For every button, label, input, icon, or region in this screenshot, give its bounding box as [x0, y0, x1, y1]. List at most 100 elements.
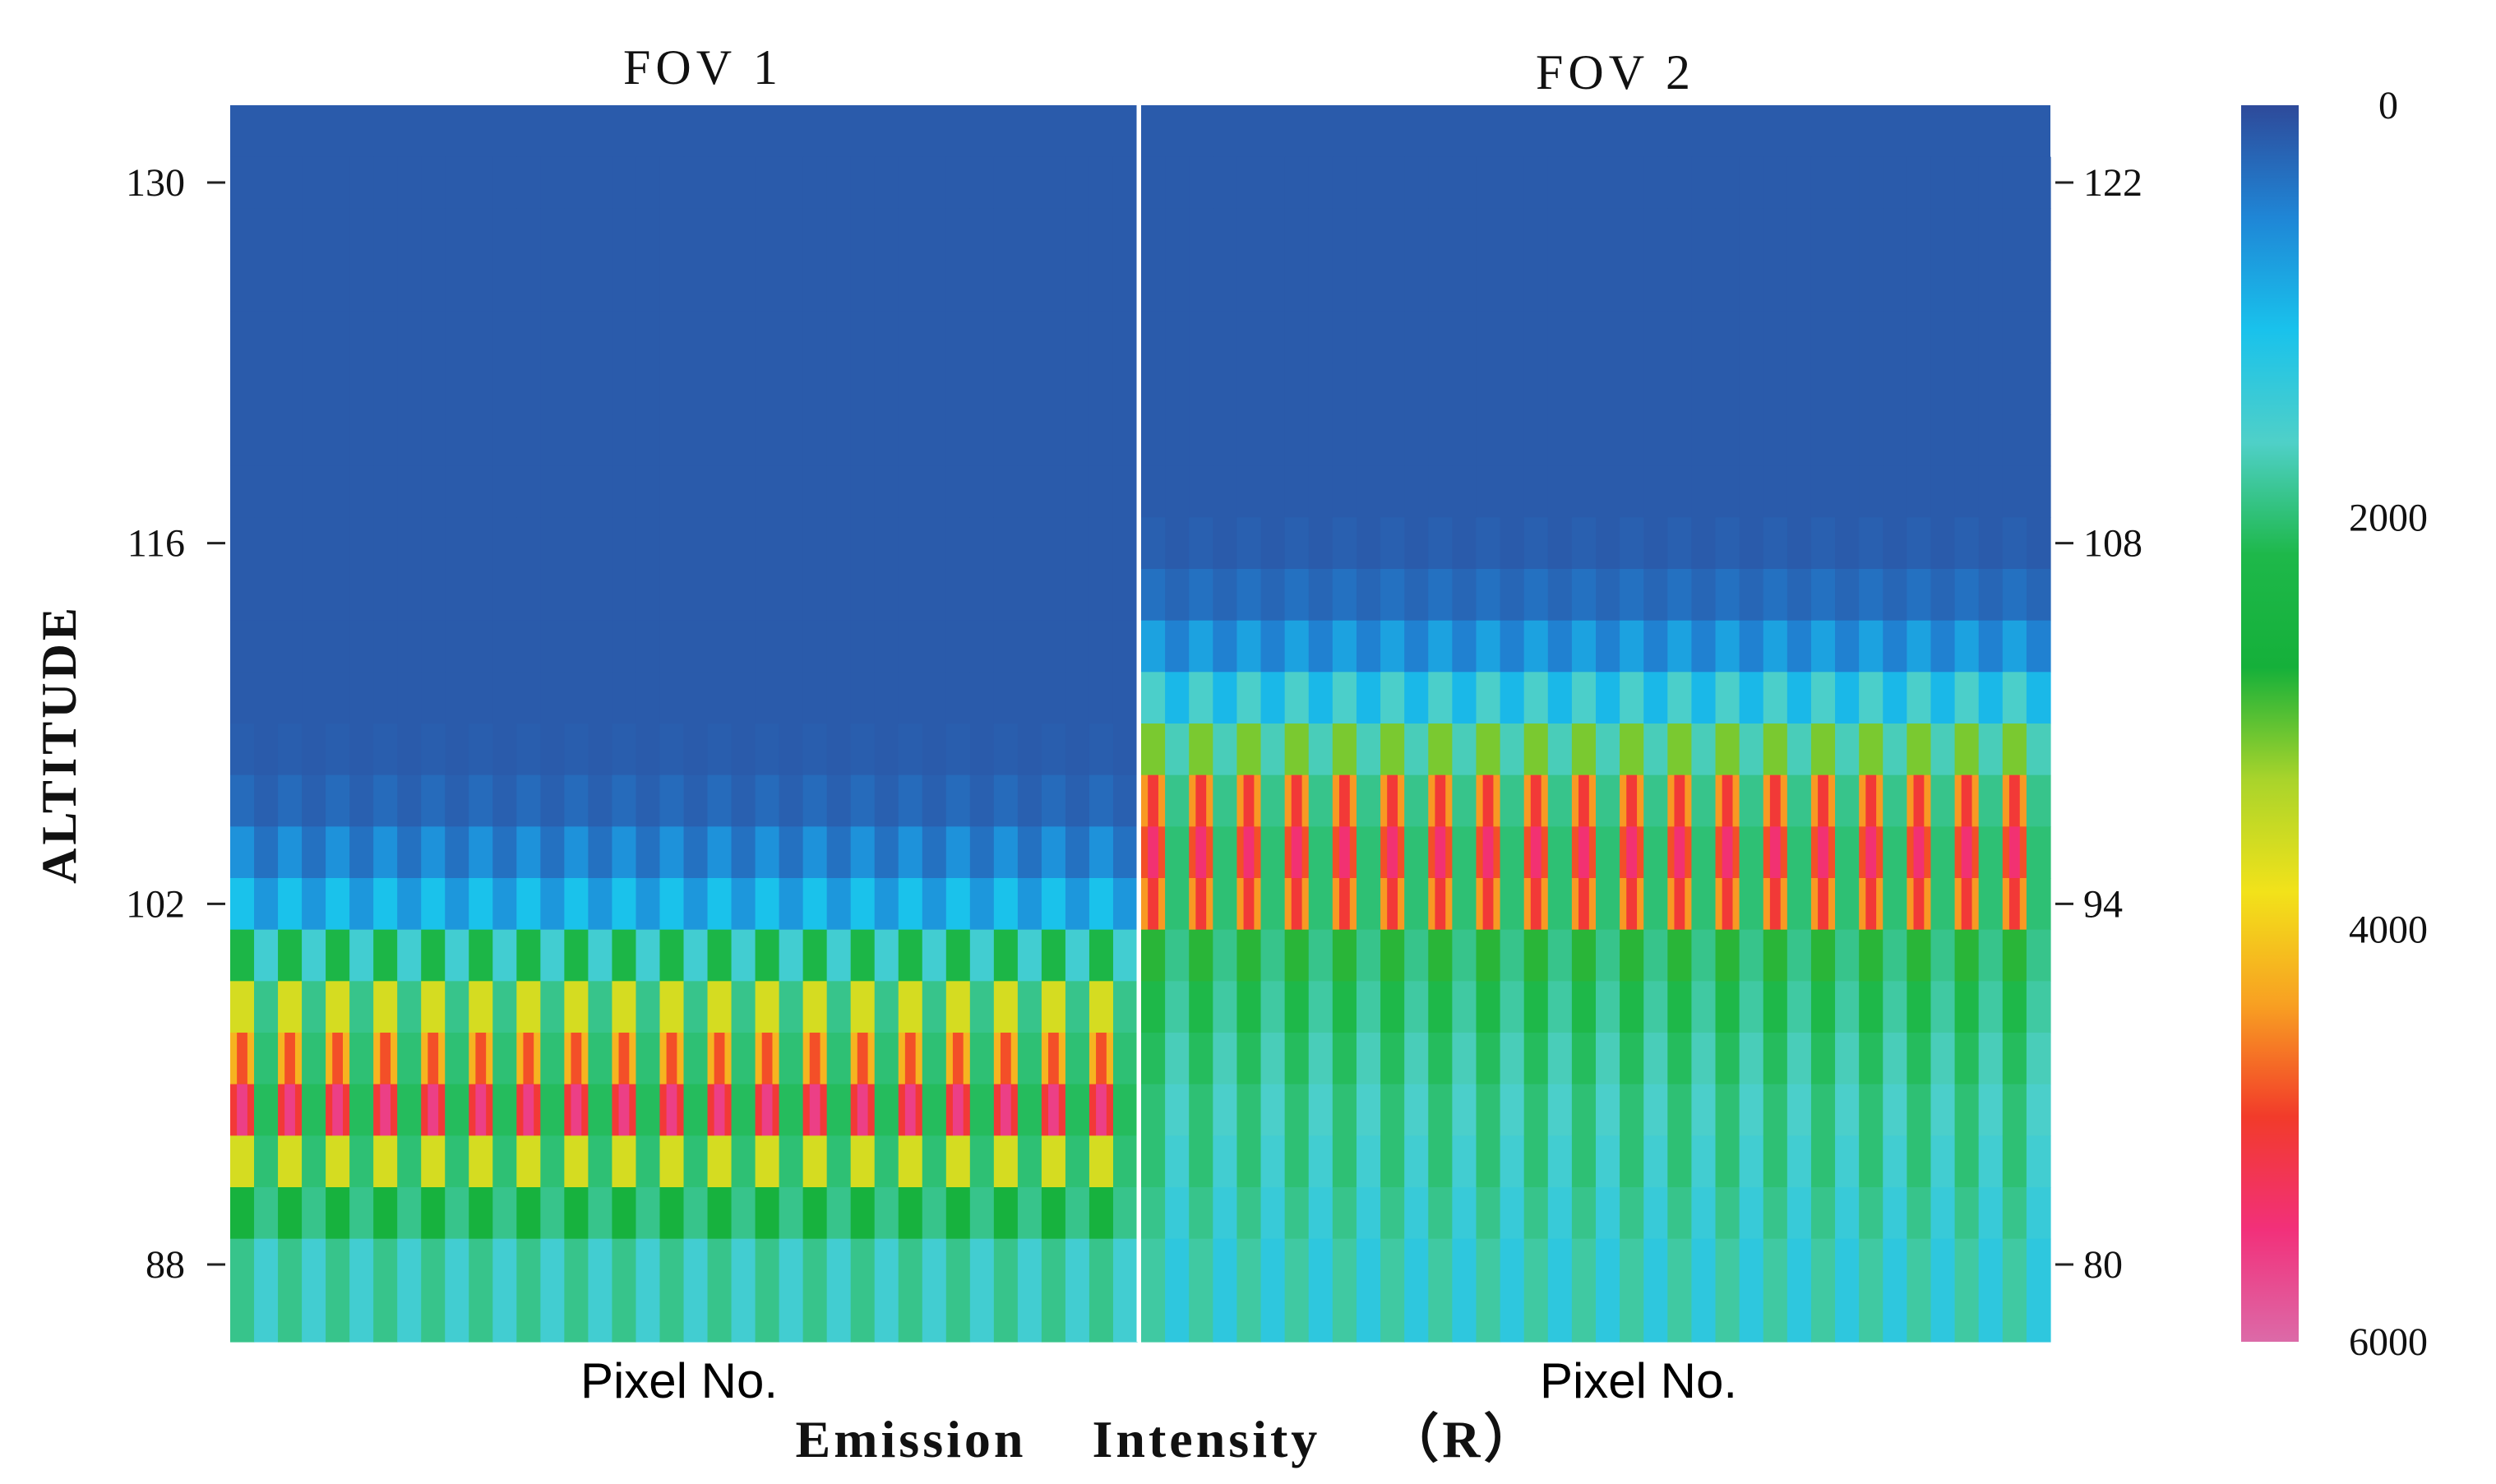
y-axis-label: ALTITUDE [32, 604, 86, 884]
heatmap-cell-pixel18-peak-alt106 [1041, 774, 1066, 827]
heatmap-cell-pixel3-valley-alt88 [349, 1238, 374, 1343]
heatmap-cell-pixel9-valley-alt110 [1547, 465, 1573, 518]
heatmap-cell-pixel16-valley-alt104 [969, 826, 995, 879]
heatmap-cell-pixel5-peak-alt88 [421, 1238, 446, 1343]
heatmap-cell-pixel10-peak-alt118 [1571, 260, 1597, 312]
heatmap-cell-pixel12-peak-alt88 [755, 1238, 780, 1343]
heatmap-cell-pixel18-peak-alt82 [1954, 1187, 1980, 1240]
heatmap-cell-pixel2-peak-alt90 [1189, 981, 1213, 1033]
heatmap-cell-pixel10-peak-alt120 [1571, 208, 1597, 261]
heatmap-cell-pixel7-peak-alt116 [516, 517, 541, 570]
heatmap-cell-pixel7-valley-alt128 [540, 208, 565, 261]
heatmap-cell-pixel18-valley-alt98 [1978, 774, 2004, 827]
heatmap-cell-pixel12-valley-alt110 [1691, 465, 1717, 518]
heatmap-cell-pixel10-peak-alt102 [1571, 672, 1597, 724]
heatmap-cell-pixel10-valley-alt120 [1596, 208, 1620, 261]
heatmap-cell-pixel8-peak-alt104 [1476, 620, 1501, 673]
heatmap-cell-pixel7-peak-alt110 [516, 672, 541, 724]
heatmap-cell-pixel5-peak-alt80 [1332, 1238, 1357, 1343]
heatmap-cell-pixel4-peak-alt108 [373, 724, 398, 776]
heatmap-cell-pixel10-valley-alt94 [1596, 878, 1620, 931]
heatmap-cell-pixel19-peak-alt84 [2002, 1135, 2027, 1188]
heatmap-cell-pixel15-peak-alt90 [898, 1187, 923, 1240]
heatmap-cell-pixel16-valley-alt102 [969, 878, 995, 931]
heatmap-cell-pixel16-peak-alt116 [945, 517, 971, 570]
heatmap-cell-pixel7-valley-alt94 [1452, 878, 1477, 931]
heatmap-cell-pixel10-valley-alt88 [1596, 1033, 1620, 1085]
heatmap-cell-pixel11-valley-alt114 [1643, 363, 1668, 415]
heatmap-cell-pixel15-peak-alt130 [898, 156, 923, 209]
heatmap-cell-pixel10-peak-alt108 [659, 724, 685, 776]
heatmap-cell-pixel5-valley-alt108 [445, 724, 469, 776]
heatmap-cell-pixel17-peak-alt106 [993, 774, 1019, 827]
heatmap-cell-pixel19-peak-alt122 [1089, 363, 1114, 415]
heatmap-cell-pixel16-valley-alt98 [1883, 774, 1907, 827]
heatmap-cell-pixel4-peak-alt106 [373, 774, 398, 827]
heatmap-cell-pixel1-valley-alt126 [254, 260, 279, 312]
heatmap-cell-pixel9-valley-alt120 [1547, 208, 1573, 261]
heatmap-cell-pixel8-valley-alt104 [1500, 620, 1525, 673]
ytick-label-122: 122 [2083, 161, 2142, 205]
heatmap-cell-pixel6-valley-alt122 [492, 363, 517, 415]
heatmap-cell-pixel19-valley-alt116 [1112, 517, 1138, 570]
heatmap-cell-pixel11-peak-alt100 [1620, 724, 1644, 776]
heatmap-cell-pixel11-valley-alt84 [1643, 1135, 1668, 1188]
heatmap-cell-pixel17-valley-alt102 [1017, 878, 1042, 931]
heatmap-cell-pixel10-valley-alt102 [1596, 672, 1620, 724]
heatmap-cell-pixel8-peak-alt106 [564, 774, 589, 827]
heatmap-cell-pixel14-peak-alt110 [850, 672, 876, 724]
heatmap-cell-pixel3-peak-alt116 [326, 517, 350, 570]
heatmap-cell-pixel2-peak-alt108 [1189, 517, 1213, 570]
heatmap-cell-pixel14-valley-alt108 [1786, 517, 1812, 570]
heatmap-cell-pixel17-peak-alt104 [1907, 620, 1932, 673]
heatmap-cell-pixel2-peak-alt90 [278, 1187, 303, 1240]
heatmap-cell-pixel14-valley-alt92 [1786, 929, 1812, 982]
heatmap-cell-pixel13-valley-alt84 [1739, 1135, 1764, 1188]
heatmap-cell-pixel18-valley-alt84 [1978, 1135, 2004, 1188]
heatmap-cell-pixel16-valley-alt88 [969, 1238, 995, 1343]
heatmap-cell-pixel4-peak-alt106 [1284, 569, 1310, 622]
heatmap-cell-pixel8-valley-alt96 [1500, 826, 1525, 879]
heatmap-cell-pixel13-valley-alt94 [1739, 878, 1764, 931]
heatmap-cell-pixel14-peak-alt82 [1763, 1187, 1788, 1240]
heatmap-cell-pixel12-valley-alt116 [779, 517, 804, 570]
heatmap-cell-pixel12-valley-alt106 [779, 774, 804, 827]
heatmap-cell-pixel10-valley-alt92 [1596, 929, 1620, 982]
heatmap-cell-pixel13-valley-alt126 [826, 260, 852, 312]
heatmap-cell-pixel6-peak-alt106 [1380, 569, 1405, 622]
heatmap-cell-pixel17-peak-alt100 [993, 929, 1019, 982]
heatmap-cell-pixel1-peak-alt116 [1141, 311, 1166, 363]
heatmap-cell-pixel2-peak-alt106 [1189, 569, 1213, 622]
heatmap-cell-pixel7-valley-alt82 [1452, 1187, 1477, 1240]
heatmap-cell-pixel15-peak-alt84 [1810, 1135, 1836, 1188]
heatmap-cell-pixel16-valley-alt110 [969, 672, 995, 724]
heatmap-cell-pixel18-peak-alt112 [1041, 620, 1066, 673]
heatmap-cell-pixel12-peak-alt106 [1667, 569, 1693, 622]
heatmap-cell-pixel5-peak-alt124 [421, 311, 446, 363]
heatmap-cell-pixel7-peak-alt120 [516, 414, 541, 467]
heatmap-cell-pixel5-valley-alt122 [445, 363, 469, 415]
heatmap-cell-pixel8-peak-alt92 [1476, 929, 1501, 982]
heatmap-cell-pixel2-valley-alt116 [302, 517, 326, 570]
heatmap-core-pixel13-alt96 [809, 1033, 820, 1085]
heatmap-cell-pixel14-valley-alt98 [1786, 774, 1812, 827]
heatmap-cell-pixel19-valley-alt114 [1112, 569, 1138, 622]
heatmap-cell-pixel17-valley-alt94 [1930, 878, 1956, 931]
heatmap-core-pixel10-alt94 [666, 1084, 677, 1136]
heatmap-cell-pixel3-valley-alt96 [349, 1033, 374, 1085]
heatmap-cell-pixel16-peak-alt118 [945, 465, 971, 518]
heatmap-cell-pixel5-valley-alt116 [445, 517, 469, 570]
heatmap-cell-pixel15-peak-alt118 [1810, 260, 1836, 312]
heatmap-core-pixel8-alt94 [571, 1084, 582, 1136]
heatmap-cell-pixel2-valley-alt110 [1213, 465, 1238, 518]
heatmap-cell-pixel19-peak-alt106 [1089, 774, 1114, 827]
heatmap-cell-pixel7-peak-alt110 [1428, 465, 1453, 518]
heatmap-cell-pixel17-peak-alt122 [993, 363, 1019, 415]
heatmap-cell-pixel15-peak-alt80 [1810, 1238, 1836, 1343]
heatmap-cell-pixel9-valley-alt88 [1547, 1033, 1573, 1085]
heatmap-cell-pixel2-valley-alt100 [1213, 724, 1238, 776]
heatmap-cell-pixel3-valley-alt114 [349, 569, 374, 622]
heatmap-cell-pixel13-valley-alt110 [826, 672, 852, 724]
heatmap-cell-pixel7-valley-alt114 [1452, 363, 1477, 415]
heatmap-cell-pixel11-peak-alt88 [707, 1238, 733, 1343]
